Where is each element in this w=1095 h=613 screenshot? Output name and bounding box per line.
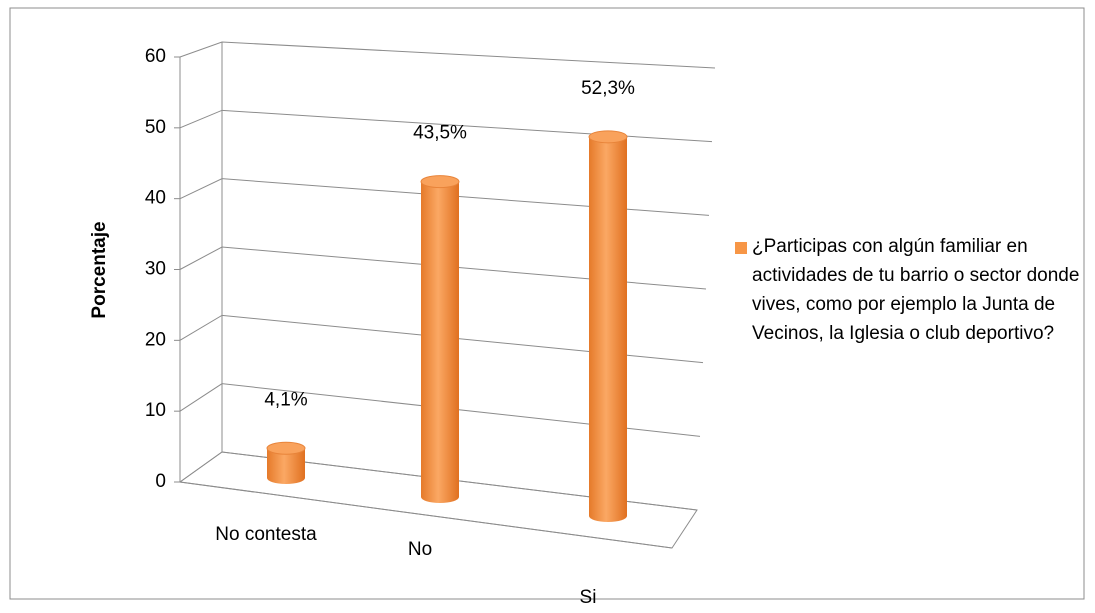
legend-swatch [735,242,747,254]
y-tick-label: 60 [145,46,166,67]
y-tick-label: 40 [145,188,166,209]
x-tick-label: No [408,539,432,560]
grid-line [179,41,716,69]
legend-label: ¿Participas con algún familiar en activi… [752,236,1080,344]
grid-line [179,109,713,143]
grid-line [179,314,704,364]
bar-top [266,441,306,455]
y-tick-label: 30 [145,259,166,280]
x-tick-label: No contesta [215,524,317,545]
value-label: 4,1% [264,389,307,410]
grid-line [179,246,707,290]
grid-line [179,451,698,511]
y-tick-label: 10 [145,400,166,421]
legend: ¿Participas con algún familiar en activi… [735,232,1082,348]
chart-border [9,7,1085,600]
y-tick-label: 50 [145,117,166,138]
value-label: 52,3% [581,78,635,99]
bar-top [588,130,628,144]
y-tick-label: 20 [145,329,166,350]
y-axis-label: Porcentaje [89,221,110,318]
floor-edge [179,481,673,549]
grid-line [179,178,710,216]
bar-top [420,175,460,189]
bar [267,448,305,484]
x-tick-label: Si [580,587,597,608]
value-label: 43,5% [413,123,467,144]
y-tick-label: 0 [155,471,166,492]
bar [421,181,459,503]
bar [589,136,627,522]
grid-line [179,383,701,437]
